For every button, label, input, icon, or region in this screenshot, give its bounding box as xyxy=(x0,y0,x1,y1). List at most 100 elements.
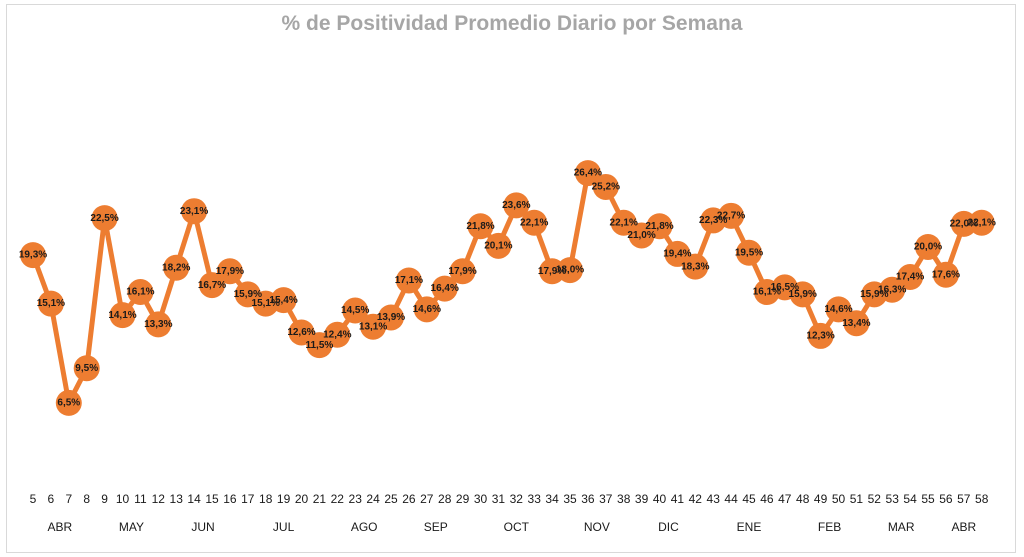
x-tick-label: 45 xyxy=(742,492,756,506)
x-tick-label: 52 xyxy=(868,492,882,506)
data-label: 23,1% xyxy=(180,206,208,217)
month-label: ABR xyxy=(951,520,976,534)
x-tick-label: 47 xyxy=(778,492,792,506)
x-tick-label: 35 xyxy=(563,492,577,506)
x-tick-label: 53 xyxy=(886,492,900,506)
month-label: DIC xyxy=(658,520,679,534)
data-point xyxy=(37,290,64,317)
data-label: 13,4% xyxy=(842,318,870,329)
data-point xyxy=(897,264,924,291)
data-label: 17,1% xyxy=(395,275,423,286)
data-label: 17,9% xyxy=(448,266,476,277)
data-label: 19,5% xyxy=(735,247,763,258)
x-tick-label: 42 xyxy=(689,492,703,506)
data-label: 26,4% xyxy=(574,168,602,179)
month-label: JUL xyxy=(273,520,295,534)
x-tick-label: 31 xyxy=(492,492,506,506)
data-point xyxy=(718,202,745,229)
x-tick-label: 56 xyxy=(939,492,953,506)
x-tick-label: 28 xyxy=(438,492,452,506)
x-tick-label: 38 xyxy=(617,492,631,506)
month-label: MAY xyxy=(119,520,144,534)
x-tick-label: 36 xyxy=(581,492,595,506)
data-point xyxy=(270,287,297,314)
data-point xyxy=(20,242,46,269)
data-point xyxy=(324,321,351,348)
x-tick-label: 41 xyxy=(671,492,685,506)
data-label: 12,6% xyxy=(287,327,315,338)
x-tick-label: 13 xyxy=(170,492,184,506)
data-label: 17,9% xyxy=(216,266,244,277)
month-label: FEB xyxy=(818,520,841,534)
x-tick-label: 16 xyxy=(223,492,237,506)
data-label: 22,0% xyxy=(950,219,978,230)
data-label: 6,5% xyxy=(57,398,80,409)
x-tick-label: 58 xyxy=(975,492,989,506)
data-point xyxy=(91,205,118,232)
data-point xyxy=(181,198,208,225)
x-tick-label: 29 xyxy=(456,492,470,506)
x-tick-label: 18 xyxy=(259,492,273,506)
x-tick-label: 11 xyxy=(134,492,147,506)
x-tick-label: 6 xyxy=(48,492,55,506)
x-tick-label: 55 xyxy=(921,492,935,506)
month-label: ENE xyxy=(737,520,762,534)
x-tick-label: 54 xyxy=(903,492,917,506)
x-tick-label: 46 xyxy=(760,492,774,506)
data-point xyxy=(467,213,494,240)
x-tick-label: 26 xyxy=(402,492,416,506)
x-tick-label: 33 xyxy=(528,492,542,506)
data-point xyxy=(109,302,136,329)
x-tick-label: 20 xyxy=(295,492,309,506)
x-tick-label: 57 xyxy=(957,492,971,506)
data-point xyxy=(216,258,243,285)
x-tick-label: 44 xyxy=(724,492,738,506)
data-label: 19,4% xyxy=(663,249,691,260)
x-tick-label: 22 xyxy=(331,492,345,506)
data-point xyxy=(736,239,762,266)
data-label: 12,3% xyxy=(806,331,834,342)
x-tick-label: 25 xyxy=(384,492,398,506)
data-label: 15,1% xyxy=(37,298,65,309)
x-tick-label: 23 xyxy=(349,492,363,506)
x-tick-label: 49 xyxy=(814,492,828,506)
x-tick-label: 34 xyxy=(545,492,559,506)
data-point xyxy=(932,261,959,288)
data-label: 22,1% xyxy=(968,217,996,228)
month-label: JUN xyxy=(191,520,214,534)
data-label: 13,3% xyxy=(144,319,172,330)
data-label: 16,5% xyxy=(771,282,799,293)
data-point xyxy=(503,192,530,219)
data-point xyxy=(431,275,458,302)
data-label: 16,1% xyxy=(753,287,781,298)
data-point xyxy=(646,213,673,240)
data-point xyxy=(378,304,404,331)
data-label: 17,9% xyxy=(538,266,566,277)
data-point xyxy=(342,297,369,324)
x-tick-label: 43 xyxy=(707,492,721,506)
data-label: 21,0% xyxy=(627,230,655,241)
data-label: 17,4% xyxy=(896,272,924,283)
x-tick-label: 40 xyxy=(653,492,667,506)
x-tick-label: 15 xyxy=(205,492,219,506)
x-tick-label: 14 xyxy=(187,492,201,506)
data-label: 12,4% xyxy=(323,329,351,340)
data-label: 22,1% xyxy=(520,217,548,228)
data-label: 13,9% xyxy=(377,312,405,323)
data-point xyxy=(395,267,422,294)
data-label: 16,3% xyxy=(878,284,906,295)
data-point xyxy=(843,310,870,337)
data-point xyxy=(825,296,852,323)
data-point xyxy=(557,257,583,284)
data-point xyxy=(915,234,941,260)
data-label: 22,7% xyxy=(717,210,745,221)
data-label: 16,7% xyxy=(198,280,226,291)
month-label: SEP xyxy=(424,520,448,534)
month-label: NOV xyxy=(584,520,610,534)
data-label: 14,6% xyxy=(413,304,441,315)
data-label: 15,9% xyxy=(234,289,262,300)
data-label: 19,3% xyxy=(19,250,47,261)
data-label: 14,5% xyxy=(341,305,369,316)
x-tick-label: 12 xyxy=(152,492,166,506)
